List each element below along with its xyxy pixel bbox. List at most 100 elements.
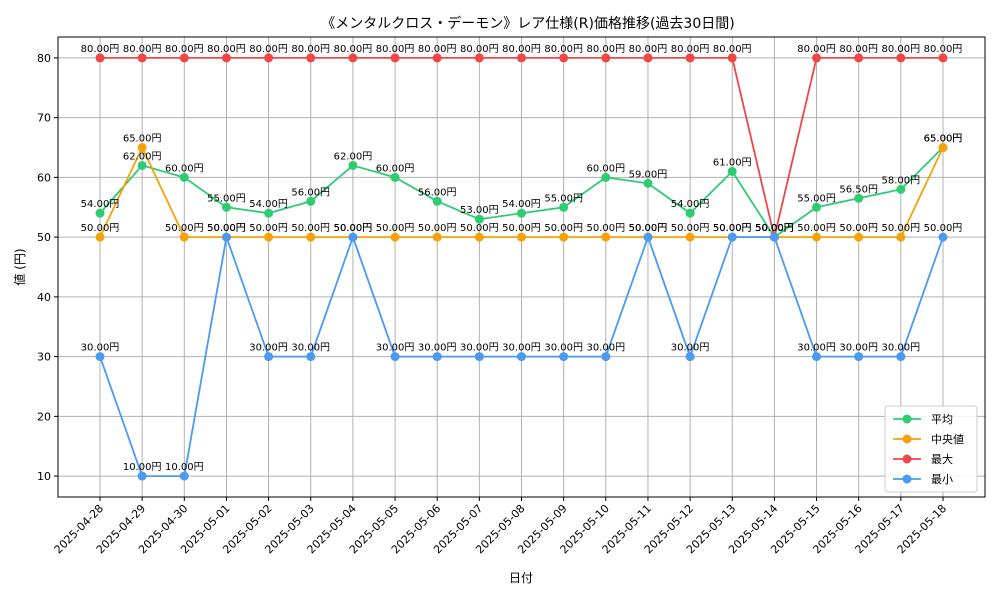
data-label: 80.00円 (586, 44, 625, 55)
data-label: 80.00円 (882, 44, 921, 55)
data-label: 62.00円 (334, 151, 373, 162)
y-axis-title: 値 (円) (12, 248, 27, 285)
data-point (137, 471, 147, 481)
data-label: 30.00円 (249, 343, 288, 354)
data-label: 58.00円 (882, 175, 921, 186)
legend-label: 平均 (931, 413, 953, 426)
data-label: 65.00円 (924, 134, 963, 145)
data-label: 54.00円 (81, 199, 120, 210)
data-label: 54.00円 (502, 199, 541, 210)
data-point (264, 352, 274, 362)
data-point (474, 352, 484, 362)
y-tick-label: 80 (37, 52, 51, 65)
data-label: 30.00円 (544, 343, 583, 354)
data-label: 50.00円 (671, 223, 710, 234)
legend-label: 中央値 (931, 433, 964, 446)
legend-swatch-marker (902, 474, 912, 484)
data-label: 55.00円 (797, 193, 836, 204)
data-label: 55.00円 (207, 193, 246, 204)
data-label: 55.00円 (544, 193, 583, 204)
data-point (432, 53, 442, 63)
data-label: 50.00円 (376, 223, 415, 234)
data-point (517, 208, 526, 218)
data-label: 80.00円 (502, 44, 541, 55)
data-label: 30.00円 (502, 343, 541, 354)
grid (58, 37, 985, 497)
data-point (812, 232, 822, 242)
data-point (432, 232, 442, 242)
data-point (432, 352, 442, 362)
data-point (306, 53, 316, 63)
data-point (517, 352, 526, 362)
data-label: 50.00円 (882, 223, 921, 234)
data-point (559, 202, 569, 212)
data-point (643, 178, 653, 188)
data-label: 10.00円 (123, 462, 162, 473)
data-label: 80.00円 (291, 44, 330, 55)
data-label: 30.00円 (839, 343, 878, 354)
data-point (559, 352, 569, 362)
data-point (812, 352, 822, 362)
data-label: 56.00円 (418, 187, 457, 198)
data-point (179, 471, 189, 481)
data-label: 30.00円 (81, 343, 120, 354)
data-point (854, 352, 864, 362)
data-point (896, 352, 906, 362)
data-label: 50.00円 (755, 223, 794, 234)
data-point (474, 214, 484, 224)
data-label: 10.00円 (165, 462, 204, 473)
data-label: 65.00円 (924, 134, 963, 145)
data-point (854, 232, 864, 242)
data-label: 80.00円 (376, 44, 415, 55)
data-label: 80.00円 (839, 44, 878, 55)
data-point (896, 232, 906, 242)
data-point (854, 53, 864, 63)
legend-swatch-marker (902, 414, 912, 424)
data-point (221, 202, 231, 212)
data-label: 30.00円 (671, 343, 710, 354)
data-point (390, 352, 400, 362)
data-point (348, 53, 358, 63)
data-label: 59.00円 (629, 169, 668, 180)
data-point (306, 352, 316, 362)
data-point (727, 166, 737, 176)
data-label: 30.00円 (291, 343, 330, 354)
data-point (264, 232, 274, 242)
data-point (474, 53, 484, 63)
data-label: 54.00円 (671, 199, 710, 210)
data-point (601, 352, 611, 362)
series-group (95, 53, 948, 481)
data-point (559, 53, 569, 63)
data-label: 80.00円 (81, 44, 120, 55)
data-point (685, 53, 695, 63)
data-point (643, 53, 653, 63)
data-point (938, 232, 948, 242)
data-label: 50.00円 (755, 223, 794, 234)
data-point (390, 172, 400, 182)
data-point (938, 53, 948, 63)
data-point (685, 352, 695, 362)
data-label: 60.00円 (586, 163, 625, 174)
data-label: 30.00円 (418, 343, 457, 354)
data-label: 50.00円 (291, 223, 330, 234)
data-point (95, 53, 105, 63)
y-axis: 10 20 30 40 50 60 70 80 (37, 52, 58, 483)
data-point (264, 53, 274, 63)
data-point (179, 53, 189, 63)
data-label: 80.00円 (418, 44, 457, 55)
data-label: 80.00円 (123, 44, 162, 55)
data-point (179, 232, 189, 242)
data-label: 80.00円 (207, 44, 246, 55)
data-point (896, 184, 906, 194)
data-label: 30.00円 (586, 343, 625, 354)
data-label: 80.00円 (797, 44, 836, 55)
data-label: 50.00円 (334, 223, 373, 234)
data-label: 50.00円 (755, 223, 794, 234)
data-point (432, 196, 442, 206)
legend-swatch-marker (902, 454, 912, 464)
data-label: 80.00円 (924, 44, 963, 55)
data-label: 50.00円 (418, 223, 457, 234)
